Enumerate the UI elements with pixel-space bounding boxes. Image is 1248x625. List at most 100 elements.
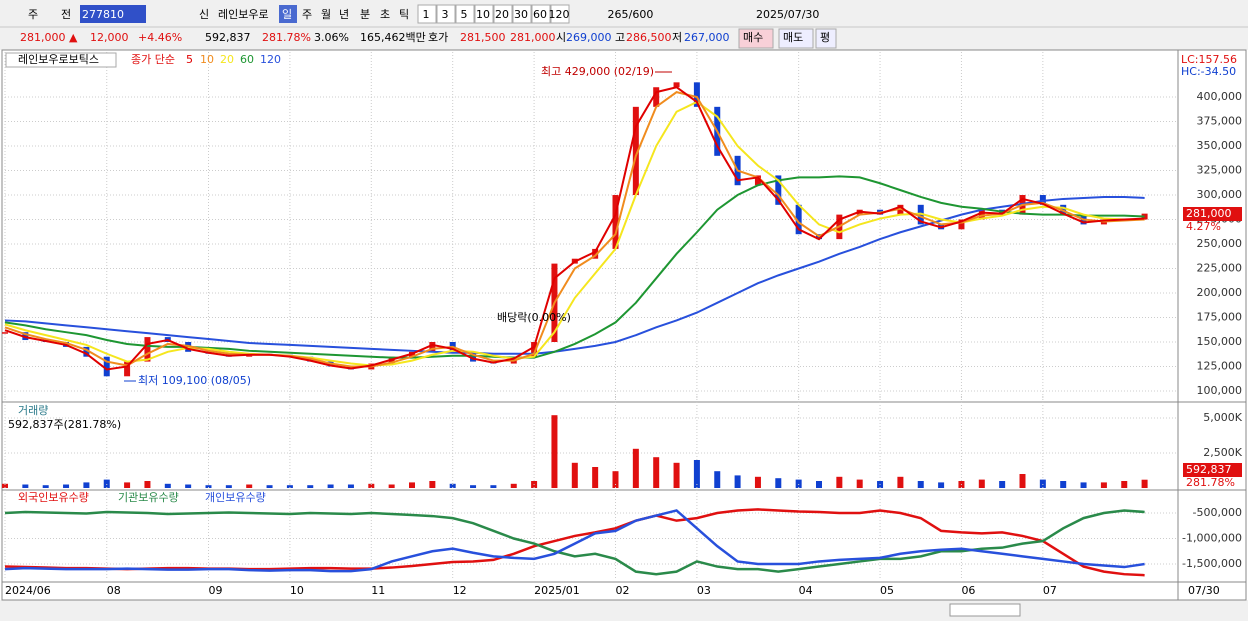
toolbar-item[interactable]: 5 [461, 8, 468, 21]
toolbar-item[interactable]: 초 [380, 8, 390, 21]
title-box [5, 52, 117, 68]
period-button[interactable] [474, 4, 494, 24]
y-tick-label: 150,000 [1197, 335, 1243, 348]
toolbar-item[interactable]: 20 [495, 8, 509, 21]
toolbar-item[interactable]: 월 [321, 8, 331, 21]
x-tick-label: 12 [453, 584, 467, 597]
info-item: 저 [672, 31, 682, 44]
series-line [4, 509, 1145, 576]
annotation: 배당락(0.00%) [497, 311, 571, 324]
info-item: 시 [556, 31, 566, 44]
period-button[interactable] [550, 4, 570, 24]
panel-title: 거래량 [18, 404, 48, 417]
trade-button[interactable] [778, 28, 814, 49]
lc-label: LC:157.56 [1181, 53, 1237, 66]
y-tick-label: 250,000 [1197, 237, 1243, 250]
x-tick-label: 07 [1043, 584, 1057, 597]
period-button[interactable] [493, 4, 513, 24]
toolbar-item[interactable]: 주 [28, 8, 38, 21]
volume-bar [1100, 482, 1107, 488]
info-item: 281,000 ▲ [20, 31, 78, 44]
price-tag [1183, 207, 1242, 221]
trade-button[interactable] [738, 28, 774, 49]
trade-button[interactable] [815, 28, 837, 49]
volume-bar [1141, 479, 1148, 488]
volume-bar [124, 482, 131, 488]
volume-bar [612, 471, 619, 488]
volume-bar [999, 481, 1006, 488]
info-item: +4.46% [138, 31, 182, 44]
ma-line [4, 86, 1145, 371]
y-tick-label: 2,500K [1203, 446, 1242, 459]
candle [653, 87, 660, 107]
toolbar-item[interactable]: /600 [629, 8, 654, 21]
code-box[interactable] [80, 5, 146, 23]
panel-subtitle: 592,837주(281.78%) [8, 418, 121, 431]
last-volume: 592,837 [1186, 463, 1232, 476]
volume-bar [938, 482, 945, 488]
toolbar-item[interactable]: 분 [360, 8, 370, 21]
y-tick-label: 225,000 [1197, 262, 1243, 275]
volume-bar [754, 476, 761, 488]
toolbar-item[interactable]: 30 [514, 8, 528, 21]
candle [958, 219, 965, 230]
volume-tag [1183, 463, 1242, 477]
info-item: 281,500 [460, 31, 506, 44]
info-item[interactable]: 매수 [743, 31, 763, 44]
period-button[interactable] [455, 4, 475, 24]
annotation: 최고 429,000 (02/19) [541, 65, 654, 78]
candle [632, 106, 639, 196]
x-tick-label: 2025/01 [534, 584, 580, 597]
volume-bar [266, 485, 273, 488]
info-item[interactable]: 매도 [783, 31, 803, 44]
volume-bar [449, 483, 456, 488]
period-button[interactable] [279, 5, 297, 23]
volume-bar [1060, 481, 1067, 488]
candle [103, 356, 110, 377]
toolbar-item[interactable]: 틱 [399, 8, 409, 21]
period-button[interactable] [436, 4, 456, 24]
volume-bar [103, 479, 110, 488]
x-tick-label: 09 [209, 584, 223, 597]
toolbar-item[interactable]: 년 [339, 8, 349, 21]
info-item: 호가 [428, 31, 448, 44]
toolbar-item[interactable]: 레인보우로 [218, 8, 269, 21]
toolbar-item[interactable]: 10 [476, 8, 490, 21]
series-line [4, 509, 1145, 573]
info-item: 165,462백만 [360, 31, 426, 44]
ma-line [4, 100, 1145, 367]
period-button[interactable] [512, 4, 532, 24]
y-tick-label: 200,000 [1197, 286, 1243, 299]
toolbar-item[interactable]: 전 [61, 8, 71, 21]
y-tick-label: 5,000K [1203, 411, 1242, 424]
toolbar-item[interactable]: 일 [282, 7, 292, 21]
x-tick-label: 10 [290, 584, 304, 597]
toolbar-item[interactable]: 2025/07/30 [756, 8, 819, 21]
toolbar-item[interactable]: 120 [549, 8, 570, 21]
toolbar-item[interactable]: 265 [608, 8, 629, 21]
x-tick-label: 06 [961, 584, 975, 597]
legend-entry: 60 [240, 53, 254, 66]
y-tick-label: 400,000 [1197, 90, 1243, 103]
period-button[interactable] [417, 4, 437, 24]
toolbar-item[interactable]: 주 [302, 8, 312, 21]
toolbar-item[interactable]: 신 [199, 8, 209, 21]
candle [612, 195, 619, 249]
scroll-thumb[interactable] [949, 603, 1021, 617]
toolbar-item[interactable]: 3 [442, 8, 449, 21]
panel-frame [1, 581, 1247, 601]
legend-entry: 5 [186, 53, 193, 66]
volume-bar [653, 457, 660, 488]
x-end-label: 07/30 [1188, 584, 1220, 597]
y-tick-label: -500,000 [1193, 506, 1242, 519]
info-item[interactable]: 평 [820, 31, 830, 44]
toolbar-item[interactable]: 1 [423, 8, 430, 21]
toolbar-item[interactable]: 277810 [82, 8, 124, 21]
info-item: 3.06% [314, 31, 349, 44]
toolbar-item[interactable]: 60 [533, 8, 547, 21]
y-tick-label: 300,000 [1197, 188, 1243, 201]
volume-bar [592, 467, 599, 488]
volume-bar [144, 481, 151, 488]
volume-bar [856, 479, 863, 488]
period-button[interactable] [531, 4, 551, 24]
